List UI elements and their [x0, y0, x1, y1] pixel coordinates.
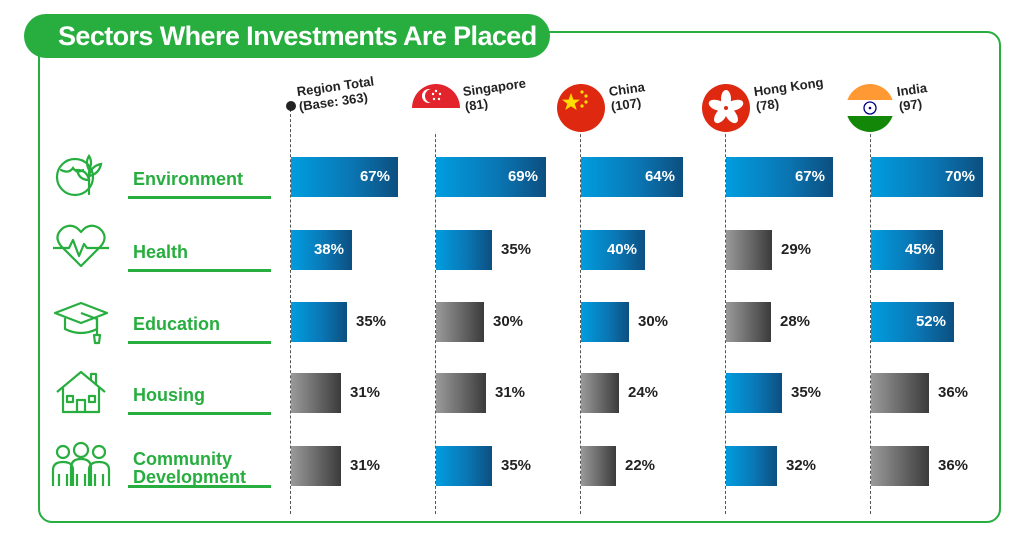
- china-flag-icon: [557, 84, 605, 132]
- data-label: 31%: [350, 457, 381, 474]
- bar-india-housing: [871, 373, 929, 413]
- bar-region-total-environment: [291, 157, 398, 197]
- category-label-community-development: Community Development: [133, 449, 247, 487]
- data-label: 67%: [359, 168, 390, 185]
- column-axis-hong-kong: [725, 104, 726, 514]
- bar-region-total-housing: [291, 373, 341, 413]
- bar-singapore-environment: [436, 157, 546, 197]
- bar-region-total-health: [291, 230, 352, 270]
- data-label: 38%: [313, 241, 344, 258]
- category-underline: [128, 269, 271, 272]
- column-axis-india: [870, 104, 871, 514]
- category-label-housing: Housing: [133, 385, 205, 405]
- data-label: 36%: [938, 384, 969, 401]
- column-header-china: China (107): [607, 79, 646, 114]
- data-label: 64%: [644, 168, 675, 185]
- bar-hong-kong-community-development: [726, 446, 777, 486]
- housing-icon: [56, 370, 106, 414]
- column-header-india: India (97): [895, 80, 928, 114]
- bar-china-environment: [581, 157, 683, 197]
- data-label: 52%: [915, 313, 946, 330]
- bar-india-education: [871, 302, 954, 342]
- singapore-flag-icon: [412, 84, 460, 132]
- bar-singapore-health: [436, 230, 492, 270]
- bar-china-housing: [581, 373, 619, 413]
- bar-singapore-community-development: [436, 446, 492, 486]
- category-underline: [128, 341, 271, 344]
- health-icon: [53, 224, 109, 268]
- bar-hong-kong-environment: [726, 157, 833, 197]
- data-label: 30%: [638, 313, 669, 330]
- chart-title: Sectors Where Investments Are Placed: [24, 14, 550, 58]
- bar-singapore-education: [436, 302, 484, 342]
- category-label-education: Education: [133, 314, 221, 334]
- data-label: 29%: [781, 241, 812, 258]
- data-label: 35%: [791, 384, 822, 401]
- category-underline: [128, 412, 271, 415]
- category-underline: [128, 485, 271, 488]
- data-label: 31%: [495, 384, 526, 401]
- community-icon: [51, 441, 111, 486]
- environment-icon: [55, 154, 103, 197]
- data-label: 24%: [628, 384, 659, 401]
- data-label: 30%: [493, 313, 524, 330]
- data-label: 31%: [350, 384, 381, 401]
- category-label-health: Health: [133, 242, 189, 262]
- bar-singapore-housing: [436, 373, 486, 413]
- column-axis-region-total: [290, 104, 291, 514]
- data-label: 36%: [938, 457, 969, 474]
- category-label-environment: Environment: [133, 169, 244, 189]
- data-label: 67%: [794, 168, 825, 185]
- data-label: 35%: [356, 313, 387, 330]
- bar-china-health: [581, 230, 645, 270]
- india-flag-icon: [846, 84, 894, 132]
- bar-china-education: [581, 302, 629, 342]
- data-label: 35%: [501, 241, 532, 258]
- bar-china-community-development: [581, 446, 616, 486]
- data-label: 32%: [786, 457, 817, 474]
- column-axis-china: [580, 104, 581, 514]
- region-dot-icon: [286, 101, 296, 111]
- bar-region-total-community-development: [291, 446, 341, 486]
- bar-hong-kong-education: [726, 302, 771, 342]
- data-label: 40%: [606, 241, 637, 258]
- hongkong-flag-icon: [702, 84, 750, 132]
- bar-india-community-development: [871, 446, 929, 486]
- category-underline: [128, 196, 271, 199]
- bar-hong-kong-housing: [726, 373, 782, 413]
- column-axis-singapore: [435, 104, 436, 514]
- data-label: 70%: [944, 168, 975, 185]
- bar-region-total-education: [291, 302, 347, 342]
- bar-hong-kong-health: [726, 230, 772, 270]
- data-label: 45%: [904, 241, 935, 258]
- data-label: 69%: [507, 168, 538, 185]
- data-label: 28%: [780, 313, 811, 330]
- data-label: 22%: [625, 457, 656, 474]
- bar-india-environment: [871, 157, 983, 197]
- education-icon: [53, 301, 109, 345]
- data-label: 35%: [501, 457, 532, 474]
- bar-india-health: [871, 230, 943, 270]
